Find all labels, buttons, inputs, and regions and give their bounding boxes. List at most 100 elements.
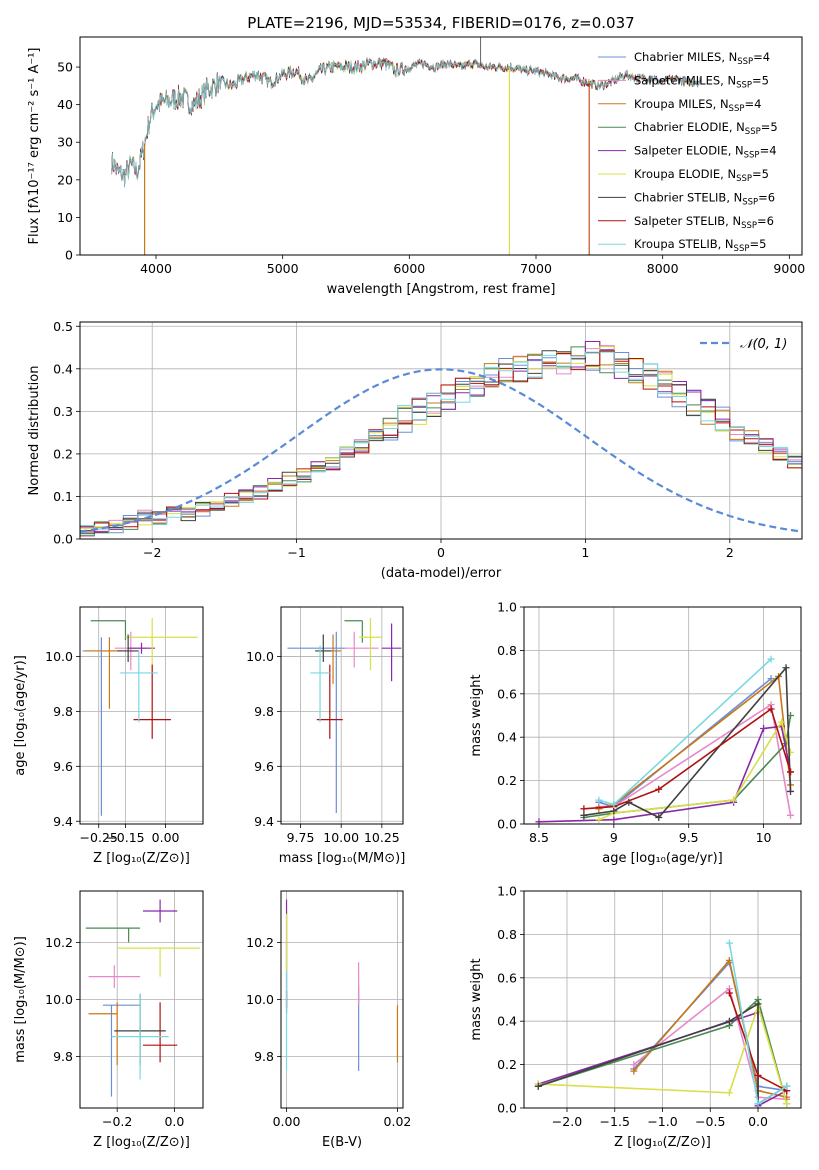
legend-label: Kroupa ELODIE, NSSP=5 (634, 167, 769, 184)
x-tick-label: −0.2 (102, 1114, 132, 1129)
legend-label-main: Kroupa MILES, N (634, 97, 729, 111)
y-tick-label: 0.4 (497, 730, 517, 745)
legend-label: 𝒩(0, 1) (740, 337, 787, 352)
x-axis-label: wavelength [Angstrom, rest frame] (327, 282, 556, 297)
panel-residuals: −2 −1 0 1 2 0.0 0.1 0.2 0.3 0.4 0.5 (data-model)/er… (27, 319, 803, 581)
x-axis-label: mass [log₁₀(M/M⊙)] (279, 851, 406, 866)
axes-frame (79, 606, 204, 825)
legend-label-tail: =6 (758, 190, 775, 204)
x-tick-label: 4000 (140, 261, 172, 276)
y-tick-label: 0.2 (53, 446, 73, 461)
legend-label-main: Chabrier STELIB, N (634, 190, 742, 204)
x-tick-label: 9000 (773, 261, 805, 276)
y-tick-label: 10.0 (45, 649, 73, 664)
plot-area (535, 655, 795, 824)
x-tick-label: 10.25 (364, 830, 400, 845)
y-axis-label: mass weight (469, 674, 484, 756)
y-tick-label: 0.6 (497, 970, 517, 985)
y-tick-label: 10 (57, 210, 73, 225)
legend-label-sub: SSP (736, 80, 752, 90)
y-tick-label: 0 (65, 248, 73, 263)
legend-label: Chabrier STELIB, NSSP=6 (634, 190, 775, 207)
x-tick-label: 8.5 (529, 830, 549, 845)
weight-line (583, 715, 792, 819)
y-tick-label: 0.2 (497, 1057, 517, 1072)
weight-marker (610, 816, 618, 824)
weight-marker (595, 816, 603, 824)
grid (80, 322, 802, 540)
x-tick-label: 0 (437, 545, 445, 560)
weight-marker (725, 939, 733, 947)
x-tick-label: 0.02 (384, 1114, 412, 1129)
y-axis-label: mass weight (469, 958, 484, 1040)
weight-marker (767, 655, 775, 663)
x-axis-label: age [log₁₀(age/yr)] (602, 851, 723, 866)
x-tick-label: 9 (610, 830, 618, 845)
chart-title: PLATE=2196, MJD=53534, FIBERID=0176, z=0… (247, 14, 634, 32)
x-axis-label: Z [log₁₀(Z/Z⊙)] (93, 851, 190, 866)
x-axis-label: Z [log₁₀(Z/Z⊙)] (614, 1135, 711, 1150)
legend-label: Chabrier ELODIE, NSSP=5 (634, 120, 778, 137)
grid (281, 607, 403, 824)
histogram-step (80, 346, 802, 529)
legend-label-sub: SSP (744, 151, 760, 161)
legend-label-main: Chabrier ELODIE, N (634, 120, 745, 134)
weight-marker (580, 811, 588, 819)
weight-marker (787, 748, 795, 756)
x-tick-label: −1.5 (600, 1114, 630, 1129)
legend-label-tail: =5 (749, 237, 766, 251)
y-tick-label: 9.8 (53, 1049, 73, 1064)
grid (281, 891, 403, 1108)
weight-marker (754, 1071, 762, 1079)
y-tick-label: 10.0 (246, 649, 274, 664)
weight-marker (535, 818, 543, 824)
y-tick-label: 9.8 (53, 704, 73, 719)
legend-label-tail: =5 (752, 167, 769, 181)
panel-age-vs-Z: −0.25−0.15 0.00 9.4 9.6 9.8 10.0 Z [log₁₀(Z/Z⊙… (13, 606, 204, 866)
y-tick-label: 9.6 (254, 759, 274, 774)
x-tick-label: 10.00 (323, 830, 359, 845)
weight-marker (730, 796, 738, 804)
x-tick-label: −0.15 (106, 830, 144, 845)
x-tick-label: 7000 (520, 261, 552, 276)
panel-massweight-vs-age: 8.5 9 9.5 10 0.0 0.2 0.4 0.6 0.8 1.0 age [log₁₀(ag… (469, 600, 802, 866)
legend-label: Chabrier MILES, NSSP=4 (634, 50, 770, 67)
legend-label-tail: =4 (760, 144, 777, 158)
plot-area (82, 617, 198, 816)
weight-marker (760, 725, 768, 733)
legend-label-main: Salpeter ELODIE, N (634, 144, 744, 158)
weight-marker (787, 768, 795, 776)
y-tick-label: 9.8 (254, 704, 274, 719)
weight-marker (595, 805, 603, 813)
y-tick-label: 10.2 (246, 935, 274, 950)
x-tick-label: −0.5 (695, 1114, 725, 1129)
weight-marker (655, 813, 663, 821)
plot-area (111, 37, 702, 255)
weight-marker (754, 1100, 762, 1108)
x-tick-label: 9.5 (679, 830, 699, 845)
weight-marker (725, 1089, 733, 1097)
weight-marker (580, 805, 588, 813)
y-tick-label: 0.4 (53, 361, 73, 376)
weight-marker (783, 1100, 791, 1108)
legend-label-main: Kroupa ELODIE, N (634, 167, 736, 181)
x-tick-label: −0.25 (80, 830, 118, 845)
x-tick-label: −1 (287, 545, 305, 560)
panel-spectrum: 4000 5000 6000 7000 8000 9000 0 10 20 30 40 50 wavel… (27, 14, 805, 297)
panel-mass-vs-EBV: 0.00 0.02 9.8 10.0 10.2 E(B-V) (246, 890, 412, 1150)
legend-label-sub: SSP (742, 197, 758, 207)
legend-label-tail: =4 (744, 97, 761, 111)
x-tick-label: 5000 (267, 261, 299, 276)
axes-frame (79, 890, 204, 1109)
legend-label: Kroupa STELIB, NSSP=5 (634, 237, 766, 254)
legend-label-main: Chabrier MILES, N (634, 50, 737, 64)
y-tick-label: 0.0 (53, 532, 73, 547)
y-tick-label: 10.0 (246, 992, 274, 1007)
y-axis-label: mass [log₁₀(M/M⊙)] (13, 936, 28, 1063)
x-tick-label: 0.0 (164, 1114, 184, 1129)
legend-label-main: Kroupa STELIB, N (634, 237, 734, 251)
legend: 𝒩(0, 1) (700, 337, 787, 352)
y-tick-label: 9.8 (254, 1049, 274, 1064)
legend-label-main: Salpeter STELIB, N (634, 214, 741, 228)
plot-area (285, 899, 399, 1071)
